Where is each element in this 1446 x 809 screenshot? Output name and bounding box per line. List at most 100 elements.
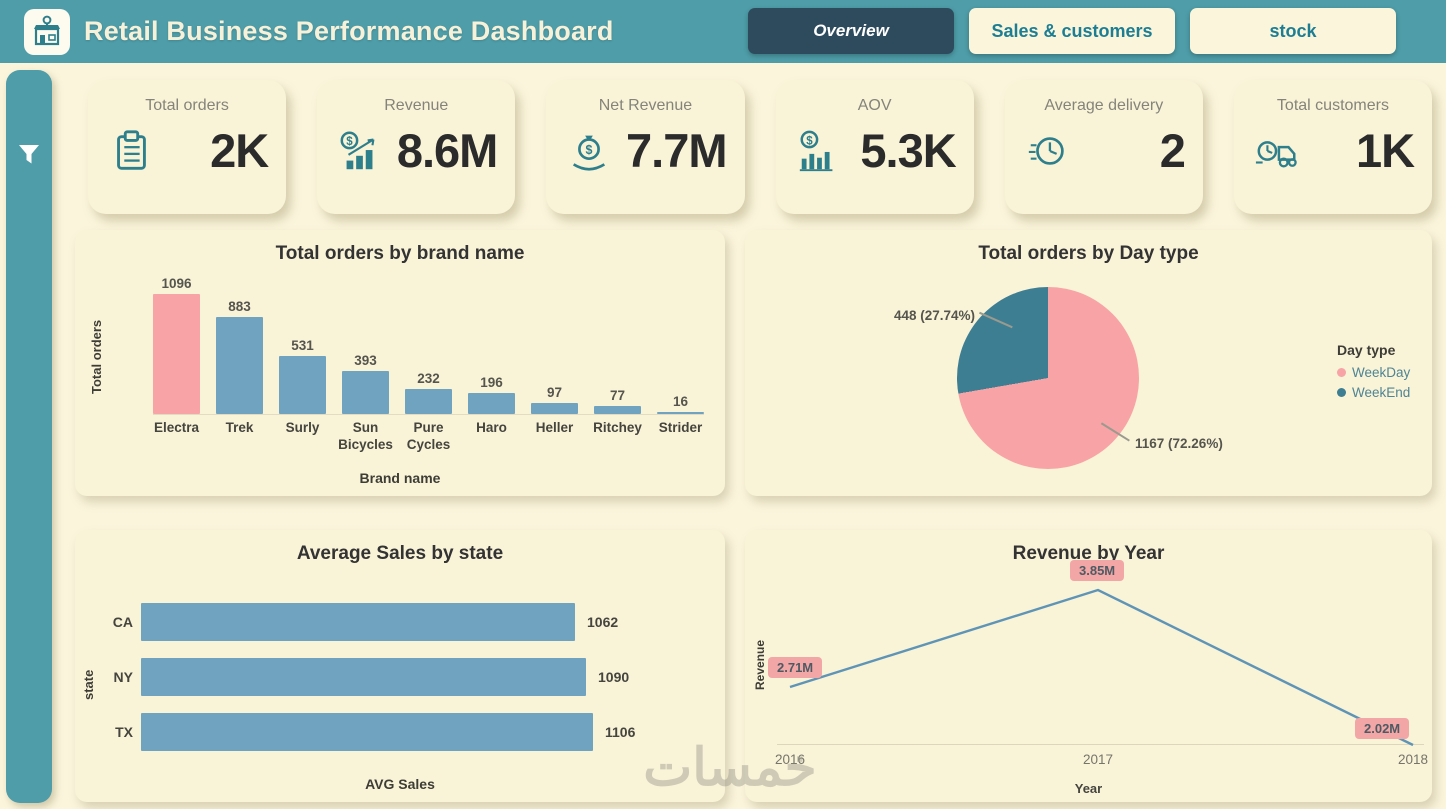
bar-value-label: 531 bbox=[291, 338, 314, 353]
x-tick-label: 2016 bbox=[774, 752, 806, 767]
kpi-value: 5.3K bbox=[860, 124, 956, 177]
svg-text:$: $ bbox=[806, 135, 813, 147]
y-tick-label: NY bbox=[113, 668, 133, 685]
tab-overview[interactable]: Overview bbox=[748, 8, 954, 54]
app-header: Retail Business Performance Dashboard Ov… bbox=[0, 0, 1446, 63]
x-tick-label: Haro bbox=[476, 420, 507, 435]
kpi-card-average-delivery: Average delivery 2 bbox=[1004, 80, 1203, 214]
nav-tabs: Overview Sales & customers stock bbox=[748, 8, 1396, 54]
bar-value-label: 16 bbox=[672, 394, 689, 409]
bar[interactable] bbox=[141, 712, 593, 751]
storefront-pin-icon bbox=[34, 15, 60, 45]
money-bag-hand-icon: $ bbox=[566, 128, 612, 174]
bar[interactable] bbox=[141, 657, 586, 696]
kpi-value: 2K bbox=[210, 124, 269, 177]
hbar-chart-plot: CA 1062 NY 1090 TX 1106 bbox=[95, 594, 713, 759]
kpi-card-aov: AOV $ 5.3K bbox=[775, 80, 974, 214]
svg-text:$: $ bbox=[346, 136, 353, 148]
bar-column[interactable]: 77 Ritchey bbox=[593, 274, 642, 462]
x-axis-label: AVG Sales bbox=[365, 776, 435, 792]
bar[interactable] bbox=[342, 371, 389, 414]
x-axis-label: Brand name bbox=[359, 470, 441, 486]
tab-stock[interactable]: stock bbox=[1190, 8, 1396, 54]
legend-item-weekend[interactable]: WeekEnd bbox=[1337, 385, 1410, 400]
y-axis-label: state bbox=[81, 669, 96, 701]
weekend-color-dot bbox=[1337, 388, 1346, 397]
hbar-row: CA 1062 bbox=[95, 594, 713, 649]
kpi-label: AOV bbox=[857, 97, 892, 114]
legend-label: WeekEnd bbox=[1352, 385, 1411, 400]
x-tick-label: Sun Bicycles bbox=[338, 420, 393, 452]
chart-title: Revenue by Year bbox=[1012, 543, 1165, 564]
x-tick-label: 2018 bbox=[1397, 752, 1429, 767]
kpi-label: Total orders bbox=[145, 97, 229, 114]
clock-icon bbox=[1025, 128, 1071, 174]
bar[interactable] bbox=[405, 389, 452, 414]
x-tick-label: Surly bbox=[285, 420, 320, 435]
bar[interactable] bbox=[657, 412, 704, 414]
bar-value-label: 883 bbox=[228, 299, 251, 314]
x-axis-line bbox=[153, 414, 704, 415]
bar[interactable] bbox=[468, 393, 515, 414]
bar-column[interactable]: 393 Sun Bicycles bbox=[338, 274, 393, 462]
bar-value-label: 1062 bbox=[587, 613, 619, 630]
y-axis-label: Total orders bbox=[89, 319, 104, 395]
kpi-label: Net Revenue bbox=[598, 97, 693, 114]
kpi-value: 8.6M bbox=[396, 124, 498, 177]
pie-callout-weekend: 448 (27.74%) bbox=[893, 308, 975, 323]
tab-sales-customers[interactable]: Sales & customers bbox=[969, 8, 1175, 54]
data-point-label: 2.02M bbox=[1355, 718, 1410, 739]
data-point-label: 2.71M bbox=[768, 657, 823, 678]
kpi-label: Total customers bbox=[1276, 97, 1389, 114]
kpi-card-total-orders: Total orders 2K bbox=[88, 80, 287, 214]
filter-icon[interactable] bbox=[6, 142, 52, 173]
revenue-year-panel: Revenue by Year Revenue Year 2.71M 2016 3.… bbox=[745, 530, 1432, 802]
bar[interactable] bbox=[141, 602, 575, 641]
bar-column[interactable]: 531 Surly bbox=[279, 274, 326, 462]
x-axis-line bbox=[777, 744, 1424, 745]
bar[interactable] bbox=[279, 356, 326, 414]
pie-callout-weekday: 1167 (72.26%) bbox=[1135, 436, 1223, 451]
bar-column[interactable]: 1096 Electra bbox=[153, 274, 200, 462]
y-tick-label: CA bbox=[112, 613, 133, 630]
bar-column[interactable]: 883 Trek bbox=[216, 274, 263, 462]
bar-value-label: 1090 bbox=[598, 668, 630, 685]
bar-column[interactable]: 97 Heller bbox=[531, 274, 578, 462]
bar[interactable] bbox=[216, 317, 263, 414]
bar-value-label: 393 bbox=[354, 353, 377, 368]
bar-column[interactable]: 16 Strider bbox=[657, 274, 704, 462]
kpi-row: Total orders 2K Revenue $ bbox=[88, 80, 1433, 214]
x-tick-label: Electra bbox=[153, 420, 200, 435]
bar-value-label: 232 bbox=[417, 371, 440, 386]
app-logo bbox=[24, 8, 70, 55]
y-tick-label: TX bbox=[115, 723, 133, 740]
x-tick-label: Pure Cycles bbox=[406, 420, 451, 452]
x-tick-label: Strider bbox=[658, 420, 703, 435]
chart-dollar-icon: $ bbox=[796, 128, 842, 174]
bar-column[interactable]: 196 Haro bbox=[468, 274, 515, 462]
legend-item-weekday[interactable]: WeekDay bbox=[1337, 365, 1410, 380]
bar[interactable] bbox=[531, 403, 578, 414]
bar[interactable] bbox=[153, 294, 200, 414]
legend-title: Day type bbox=[1337, 342, 1396, 358]
clipboard-icon bbox=[108, 128, 154, 174]
data-point-label: 3.85M bbox=[1070, 560, 1125, 581]
bar-column[interactable]: 232 Pure Cycles bbox=[405, 274, 452, 462]
pie-chart[interactable] bbox=[957, 287, 1139, 469]
bar-value-label: 97 bbox=[546, 385, 563, 400]
line-chart-plot[interactable] bbox=[745, 530, 1432, 802]
x-tick-label: Heller bbox=[535, 420, 574, 435]
bar[interactable] bbox=[594, 406, 641, 414]
chart-title: Total orders by Day type bbox=[978, 243, 1199, 264]
svg-text:$: $ bbox=[586, 142, 593, 156]
chart-title: Total orders by brand name bbox=[275, 243, 525, 264]
dollar-growth-icon: $ bbox=[337, 128, 383, 174]
kpi-value: 1K bbox=[1355, 124, 1415, 177]
bar-chart-plot: 1096 Electra 883 Trek 531 Surly 393 Sun Bicycle… bbox=[153, 274, 704, 462]
chart-title: Average Sales by state bbox=[296, 543, 504, 564]
weekday-color-dot bbox=[1337, 368, 1346, 377]
hbar-row: TX 1106 bbox=[95, 704, 713, 759]
page-title: Retail Business Performance Dashboard bbox=[84, 16, 614, 46]
x-tick-label: Trek bbox=[225, 420, 254, 435]
kpi-card-revenue: Revenue $ 8.6M bbox=[317, 80, 516, 214]
